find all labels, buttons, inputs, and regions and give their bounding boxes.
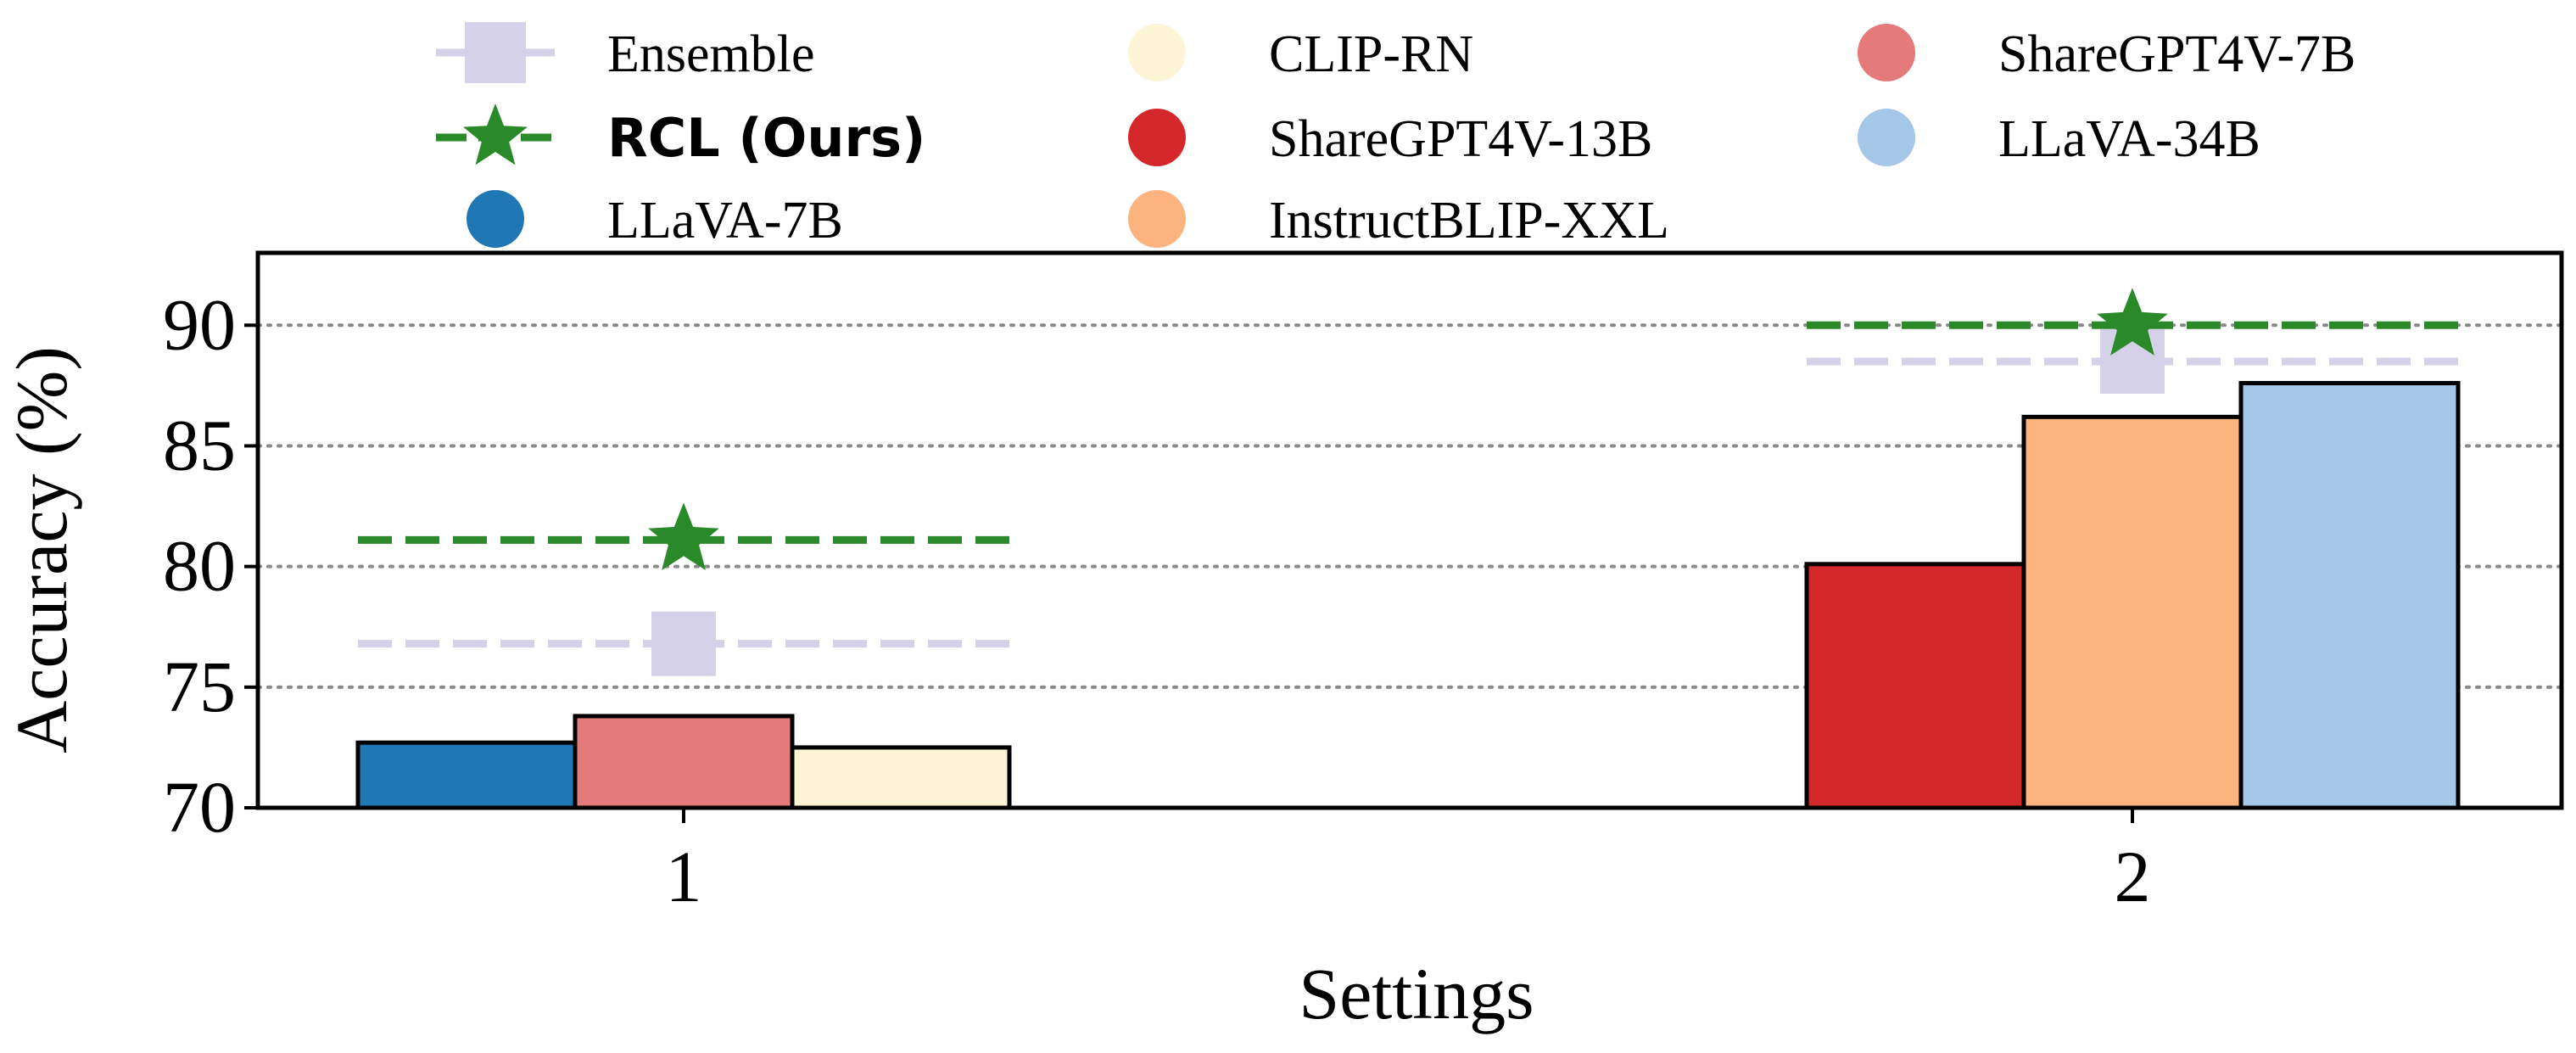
- legend-marker-circle: [1858, 24, 1915, 81]
- legend-marker-circle: [1128, 24, 1186, 81]
- bar-sharegpt4v-7b: [573, 714, 795, 810]
- x-tick-label: 2: [2115, 836, 2151, 917]
- legend-label: CLIP-RN: [1269, 25, 1473, 83]
- y-tick-label: 80: [163, 525, 236, 607]
- legend-marker-circle: [467, 190, 524, 248]
- legend-marker-circle: [1858, 109, 1915, 166]
- legend-label: Ensemble: [607, 25, 815, 83]
- y-tick-label: 75: [163, 646, 236, 727]
- y-tick-label: 90: [163, 283, 236, 365]
- bar-llava-7b: [355, 740, 578, 810]
- bar-clip-rn: [790, 745, 1012, 810]
- legend-label: ShareGPT4V-7B: [1998, 25, 2355, 83]
- legend-label: RCL (Ours): [607, 107, 925, 169]
- legend-label: LLaVA-7B: [607, 192, 843, 249]
- legend: Ensemble CLIP-RN ShareGPT4V-7B RCL (Ours) Sh…: [436, 22, 2355, 249]
- x-axis-label: Settings: [1299, 953, 1534, 1034]
- rcl-marker: [2097, 288, 2168, 356]
- y-tick-label: 85: [163, 404, 236, 485]
- legend-marker-star: [463, 104, 528, 165]
- legend-label: ShareGPT4V-13B: [1269, 110, 1652, 168]
- x-tick-label: 1: [666, 836, 702, 917]
- y-tick-label: 70: [163, 766, 236, 848]
- legend-marker-circle: [1128, 190, 1186, 248]
- legend-label: InstructBLIP-XXL: [1269, 192, 1669, 249]
- axes: 70 75 80 85 90 1 2: [163, 283, 2151, 917]
- rcl-marker: [648, 502, 719, 570]
- legend-label: LLaVA-34B: [1998, 110, 2260, 168]
- grid-lines: [256, 323, 2563, 689]
- legend-marker-square: [465, 22, 526, 83]
- ensemble-marker: [651, 611, 716, 676]
- y-axis-label: Accuracy (%): [1, 346, 82, 753]
- reference-lines: [358, 288, 2458, 676]
- bar-llava-34b: [2238, 381, 2461, 810]
- plot-border: [255, 250, 2564, 810]
- bar-instructblip-xxl: [2021, 414, 2244, 810]
- bar-sharegpt4v-13b: [1804, 562, 2026, 810]
- legend-marker-circle: [1128, 109, 1186, 166]
- plot-frame: [255, 250, 2564, 810]
